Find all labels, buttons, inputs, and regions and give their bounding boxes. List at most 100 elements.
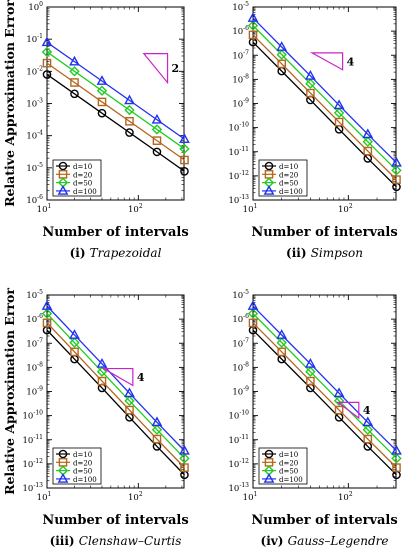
slope-triangle	[142, 53, 169, 85]
data-point-d20	[248, 30, 258, 40]
y-tick-label: 10-10	[229, 122, 250, 134]
data-point-d50	[276, 337, 287, 348]
y-tick-label: 10-11	[229, 434, 250, 446]
y-tick-label: 10-5	[26, 289, 43, 301]
data-point-d20	[277, 59, 286, 69]
panel-caption: (ii) Simpson	[286, 246, 363, 260]
data-point-d100	[96, 358, 108, 368]
series-line-d10	[46, 329, 185, 476]
legend-marker	[57, 473, 69, 483]
y-tick-label: 10-13	[23, 482, 44, 494]
data-point-d20	[180, 463, 189, 472]
legend-label: d=10	[279, 451, 298, 459]
y-tick-label: 10-9	[26, 386, 43, 398]
slope-label: 4	[347, 55, 355, 68]
y-tick-label: 10-10	[23, 410, 44, 422]
data-point-d50	[69, 66, 80, 77]
series-line-d10	[252, 41, 397, 188]
legend-marker	[58, 449, 68, 459]
data-point-d10	[97, 108, 107, 118]
data-point-d50	[96, 85, 108, 96]
data-point-d20	[70, 78, 79, 87]
data-point-d20	[42, 318, 52, 328]
data-point-d20	[334, 405, 344, 415]
x-tick-label: 102	[338, 203, 353, 215]
y-tick-label: 10-8	[232, 73, 249, 85]
x-tick-label: 102	[128, 203, 143, 215]
legend-label: d=100	[73, 476, 97, 484]
y-tick-label: 10-2	[26, 65, 43, 77]
data-point-d100	[69, 55, 80, 66]
panel-caption: (iii) Clenshaw–Curtis	[50, 534, 182, 548]
data-point-d20	[70, 347, 79, 357]
y-axis-title: Relative Approximation Error	[2, 0, 17, 207]
series-line-d50	[252, 313, 397, 459]
y-tick-label: 10-3	[26, 98, 43, 110]
y-tick-label: 10-4	[26, 130, 43, 142]
slope-triangle	[309, 52, 344, 71]
data-point-d20	[248, 318, 258, 328]
data-point-d100	[362, 416, 374, 427]
data-point-d50	[305, 78, 316, 89]
legend-label: d=20	[279, 459, 298, 467]
data-point-d100	[305, 358, 316, 368]
x-axis-title: Number of intervals	[42, 513, 188, 528]
data-point-d50	[391, 165, 402, 176]
data-point-d20	[180, 155, 189, 165]
x-tick-label: 101	[37, 491, 52, 503]
y-tick-label: 10-8	[26, 361, 43, 373]
y-tick-label: 10-13	[229, 194, 250, 206]
data-point-d100	[247, 300, 259, 310]
series-line-d50	[46, 313, 185, 459]
data-point-d100	[391, 444, 402, 455]
y-axis-title: Relative Approximation Error	[2, 288, 17, 495]
y-tick-label: 10-5	[232, 1, 249, 13]
legend-label: d=10	[73, 163, 92, 171]
y-tick-label: 10-12	[229, 170, 250, 182]
data-point-d100	[179, 133, 190, 144]
y-tick-label: 10-10	[229, 410, 250, 422]
legend-marker	[264, 449, 274, 459]
y-tick-label: 10-11	[23, 434, 44, 446]
y-tick-label: 10-5	[232, 289, 249, 301]
data-point-d10	[70, 89, 79, 99]
panel-caption: (i) Trapezoidal	[70, 246, 162, 260]
data-point-d50	[276, 49, 287, 60]
chart-panel-2: 10-5 10-6 10-7 10-8 10-9 10-10 10-11 10-12 10-13…	[229, 1, 402, 260]
data-point-d100	[124, 387, 135, 398]
data-point-d10	[180, 167, 189, 176]
y-tick-label: 10-1	[26, 33, 43, 45]
data-point-d100	[276, 329, 288, 339]
data-point-d100	[247, 12, 259, 22]
y-tick-label: 10-9	[232, 98, 249, 110]
data-point-d20	[363, 146, 373, 156]
data-point-d20	[277, 347, 286, 357]
data-point-d50	[124, 104, 135, 116]
y-tick-label: 100	[28, 1, 43, 13]
data-point-d10	[152, 147, 162, 157]
data-point-d50	[124, 395, 135, 407]
series-line-d100	[252, 17, 397, 164]
panel-caption: (iv) Gauss–Legendre	[261, 534, 389, 548]
data-point-d100	[69, 329, 80, 339]
data-point-d100	[179, 444, 190, 455]
y-tick-label: 10-7	[232, 49, 249, 61]
legend-label: d=50	[73, 180, 92, 188]
data-point-d20	[125, 405, 134, 415]
data-point-d100	[151, 113, 163, 124]
series-line-d100	[46, 41, 185, 140]
y-tick-label: 10-6	[26, 194, 43, 206]
series-line-d50	[252, 25, 397, 171]
data-point-d10	[125, 128, 134, 137]
slope-label: 4	[137, 371, 145, 384]
x-tick-label: 102	[338, 491, 353, 503]
data-point-d20	[152, 136, 162, 145]
y-tick-label: 10-12	[229, 458, 250, 470]
legend-marker	[263, 185, 275, 195]
data-point-d20	[363, 434, 373, 444]
y-tick-label: 10-6	[26, 313, 43, 325]
legend-label: d=20	[73, 171, 92, 179]
series-line-d10	[46, 73, 185, 172]
chart-panel-4: 10-5 10-6 10-7 10-8 10-9 10-10 10-11 10-12 10-13…	[229, 289, 402, 548]
